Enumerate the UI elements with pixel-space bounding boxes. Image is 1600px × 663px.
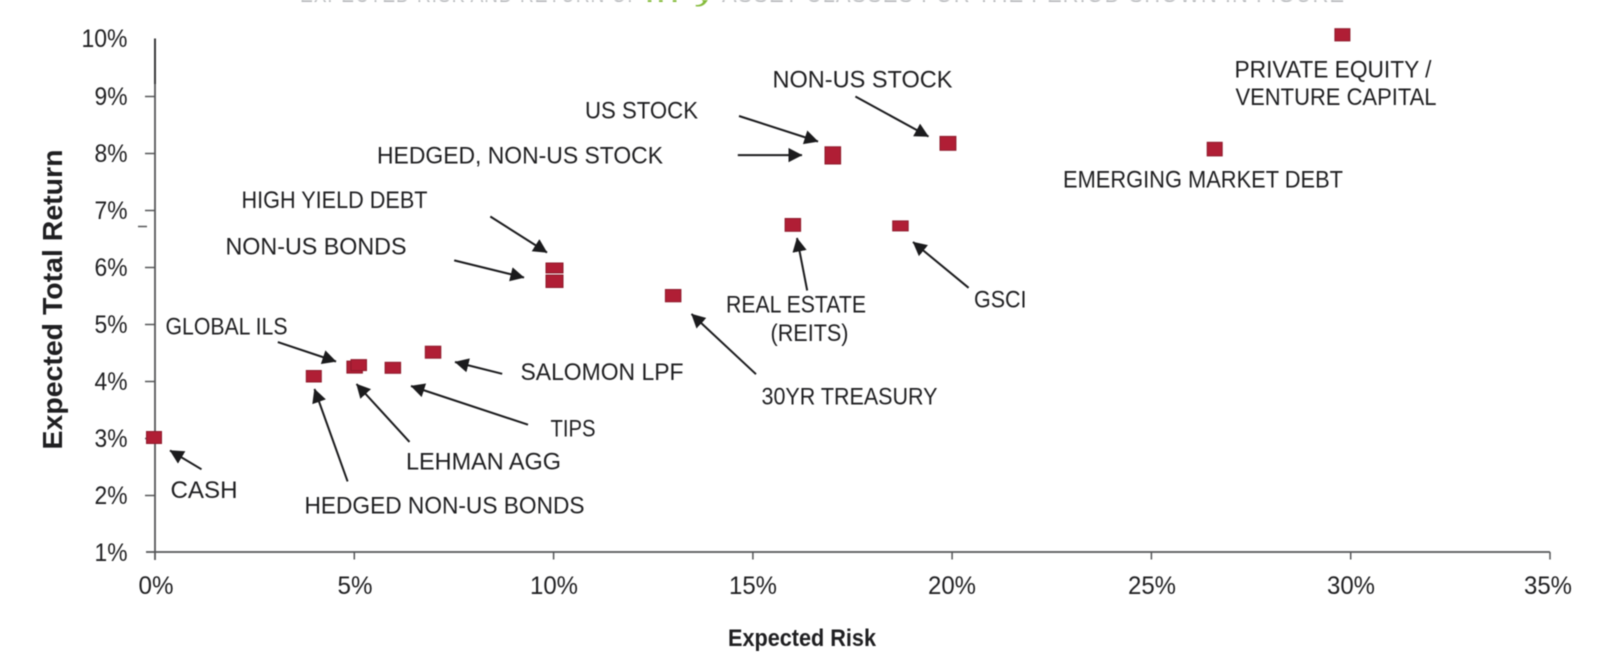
svg-text:GLOBAL ILS: GLOBAL ILS	[166, 314, 288, 341]
svg-text:35%: 35%	[1524, 572, 1572, 600]
svg-text:4%: 4%	[95, 368, 128, 396]
svg-text:EMERGING MARKET DEBT: EMERGING MARKET DEBT	[1063, 167, 1343, 194]
svg-text:1%: 1%	[95, 539, 128, 567]
svg-text:LEHMAN AGG: LEHMAN AGG	[406, 449, 561, 476]
svg-text:HEDGED NON-US BONDS: HEDGED NON-US BONDS	[305, 493, 585, 520]
svg-text:US STOCK: US STOCK	[585, 98, 698, 125]
svg-text:30%: 30%	[1327, 572, 1375, 600]
svg-text:NON-US STOCK: NON-US STOCK	[773, 67, 953, 94]
svg-text:2%: 2%	[95, 482, 128, 510]
svg-text:9%: 9%	[95, 83, 128, 111]
svg-text:SALOMON LPF: SALOMON LPF	[521, 359, 684, 386]
svg-text:Expected Total Return: Expected Total Return	[37, 150, 68, 450]
svg-text:0%: 0%	[139, 572, 174, 600]
svg-text:HEDGED, NON-US STOCK: HEDGED, NON-US STOCK	[377, 143, 663, 170]
svg-text:10%: 10%	[530, 572, 578, 600]
svg-text:25%: 25%	[1128, 572, 1176, 600]
svg-text:ASSET CLASSES FOR THE PERIOD S: ASSET CLASSES FOR THE PERIOD SHOWN IN FI…	[722, 0, 1345, 7]
svg-text:NON-US BONDS: NON-US BONDS	[226, 234, 407, 261]
svg-text:8%: 8%	[95, 140, 128, 168]
svg-text:20%: 20%	[928, 572, 976, 600]
svg-text:REAL ESTATE: REAL ESTATE	[726, 292, 866, 319]
svg-text:3%: 3%	[95, 425, 128, 453]
svg-text:GSCI: GSCI	[974, 287, 1027, 314]
svg-text:10%: 10%	[82, 25, 128, 53]
svg-text:Expected Risk: Expected Risk	[728, 625, 877, 652]
svg-text:15%: 15%	[729, 572, 777, 600]
svg-text:in y: in y	[645, 0, 717, 7]
svg-text:6%: 6%	[95, 254, 128, 282]
svg-text:30YR TREASURY: 30YR TREASURY	[762, 384, 938, 411]
svg-text:7%: 7%	[95, 197, 128, 225]
svg-text:TIPS: TIPS	[551, 416, 596, 443]
svg-text:5%: 5%	[338, 572, 373, 600]
svg-text:CASH: CASH	[171, 477, 238, 504]
svg-text:EXPECTED RISK AND RETURN OF: EXPECTED RISK AND RETURN OF	[300, 0, 640, 7]
svg-text:HIGH YIELD DEBT: HIGH YIELD DEBT	[242, 187, 428, 214]
svg-text:VENTURE CAPITAL: VENTURE CAPITAL	[1236, 84, 1437, 111]
svg-text:5%: 5%	[95, 311, 128, 339]
svg-text:(REITS): (REITS)	[771, 320, 849, 347]
svg-text:PRIVATE EQUITY /: PRIVATE EQUITY /	[1235, 57, 1432, 84]
